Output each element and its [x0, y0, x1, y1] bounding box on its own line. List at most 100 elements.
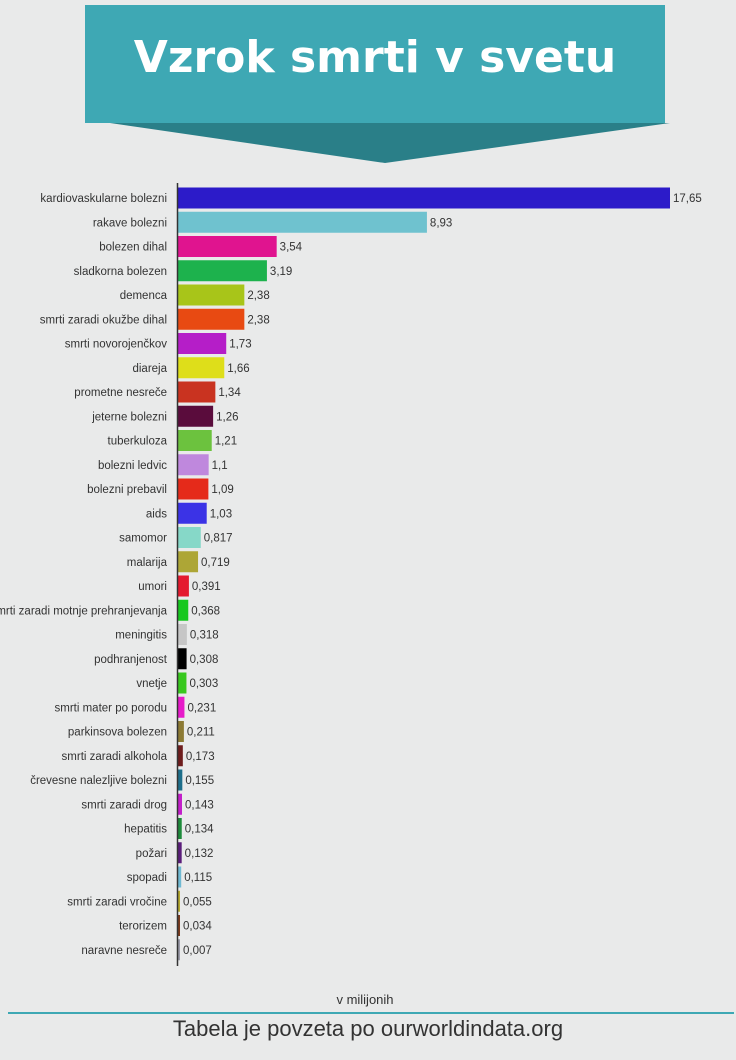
- value-label: 1,66: [227, 363, 249, 375]
- bars: [178, 187, 670, 961]
- footer-divider: [8, 1012, 734, 1014]
- bar: [178, 211, 427, 233]
- value-label: 17,65: [673, 193, 702, 205]
- category-label: smrti zaradi alkohola: [62, 751, 168, 763]
- bar: [178, 575, 189, 597]
- category-label: bolezen dihal: [99, 242, 167, 254]
- category-label: vnetje: [136, 678, 167, 690]
- category-label: smrti zaradi vročine: [67, 896, 167, 908]
- bar: [178, 721, 184, 742]
- category-label: malarija: [127, 557, 168, 569]
- unit-label: v milijonih: [336, 992, 394, 1007]
- value-label: 0,132: [185, 848, 214, 860]
- value-label: 3,54: [280, 242, 303, 254]
- bar: [178, 842, 182, 864]
- value-label: 0,817: [204, 533, 233, 545]
- category-label: prometne nesreče: [74, 387, 167, 399]
- category-label: kardiovaskularne bolezni: [40, 193, 167, 205]
- bar: [178, 769, 183, 791]
- category-label: samomor: [119, 533, 167, 545]
- bar: [178, 866, 182, 888]
- banner-arrow: [110, 123, 670, 163]
- source-note: Tabela je povzeta po ourworldindata.org: [172, 1016, 564, 1041]
- value-label: 1,1: [212, 460, 228, 472]
- category-label: bolezni prebavil: [87, 484, 167, 496]
- category-label: bolezni ledvic: [98, 460, 167, 472]
- title-banner: [85, 5, 670, 163]
- banner-box: [85, 5, 665, 123]
- bar: [178, 308, 245, 330]
- bar: [178, 672, 187, 694]
- category-label: tuberkuloza: [108, 436, 168, 448]
- bar: [178, 696, 185, 718]
- category-label: podhranjenost: [94, 654, 168, 666]
- bar: [178, 551, 199, 573]
- value-label: 1,73: [229, 339, 251, 351]
- category-label: smrti mater po porodu: [55, 702, 168, 714]
- category-labels: kardiovaskularne bolezni rakave bolezni bo…: [0, 193, 168, 957]
- category-label: smrti zaradi drog: [81, 799, 167, 811]
- value-label: 0,318: [190, 630, 219, 642]
- bar: [178, 648, 187, 670]
- category-label: črevesne nalezljive bolezni: [30, 775, 167, 787]
- bar: [178, 357, 225, 379]
- value-label: 3,19: [270, 266, 292, 278]
- bar: [178, 939, 180, 961]
- value-label: 1,03: [210, 508, 232, 520]
- value-label: 0,055: [183, 896, 212, 908]
- bar: [178, 260, 267, 282]
- bar: [178, 236, 277, 257]
- bar: [178, 187, 670, 209]
- bar: [178, 890, 180, 912]
- bar: [178, 478, 209, 500]
- category-label: smrti novorojenčkov: [65, 339, 168, 351]
- category-label: smrti zaradi motnje prehranjevanja: [0, 605, 168, 617]
- chart-title: Vzrok smrti v svetu: [133, 32, 617, 83]
- value-label: 1,26: [216, 411, 238, 423]
- bar: [178, 405, 214, 427]
- value-label: 0,007: [183, 945, 212, 957]
- bar: [178, 818, 182, 839]
- bar: [178, 502, 207, 524]
- value-label: 8,93: [430, 217, 452, 229]
- category-label: požari: [136, 848, 167, 860]
- value-label: 1,21: [215, 436, 237, 448]
- category-label: parkinsova bolezen: [68, 727, 167, 739]
- value-label: 0,303: [189, 678, 218, 690]
- value-label: 0,391: [192, 581, 221, 593]
- value-label: 0,034: [183, 921, 212, 933]
- category-label: smrti zaradi okužbe dihal: [40, 314, 167, 326]
- value-label: 0,115: [184, 872, 212, 884]
- category-label: demenca: [120, 290, 168, 302]
- category-label: naravne nesreče: [81, 945, 167, 957]
- bar: [178, 745, 183, 767]
- value-label: 0,134: [185, 824, 214, 836]
- value-label: 0,719: [201, 557, 230, 569]
- category-label: aids: [146, 508, 167, 520]
- value-label: 1,34: [218, 387, 241, 399]
- bar: [178, 527, 201, 548]
- value-label: 0,368: [191, 605, 220, 617]
- category-label: hepatitis: [124, 824, 167, 836]
- value-label: 2,38: [247, 290, 269, 302]
- category-label: meningitis: [115, 630, 167, 642]
- value-label: 1,09: [211, 484, 233, 496]
- value-label: 0,211: [187, 727, 215, 739]
- bar: [178, 430, 212, 451]
- value-label: 0,143: [185, 799, 214, 811]
- bar: [178, 915, 180, 936]
- value-label: 0,308: [190, 654, 219, 666]
- category-label: spopadi: [127, 872, 167, 884]
- bar: [178, 454, 209, 476]
- value-label: 0,155: [185, 775, 214, 787]
- bar: [178, 599, 189, 621]
- category-label: jeterne bolezni: [91, 411, 167, 423]
- category-label: rakave bolezni: [93, 217, 167, 229]
- bar-chart: kardiovaskularne bolezni rakave bolezni bo…: [0, 183, 702, 966]
- bar: [178, 381, 216, 403]
- value-label: 0,173: [186, 751, 215, 763]
- value-label: 0,231: [187, 702, 216, 714]
- value-label: 2,38: [247, 314, 269, 326]
- category-label: sladkorna bolezen: [74, 266, 167, 278]
- bar: [178, 284, 245, 306]
